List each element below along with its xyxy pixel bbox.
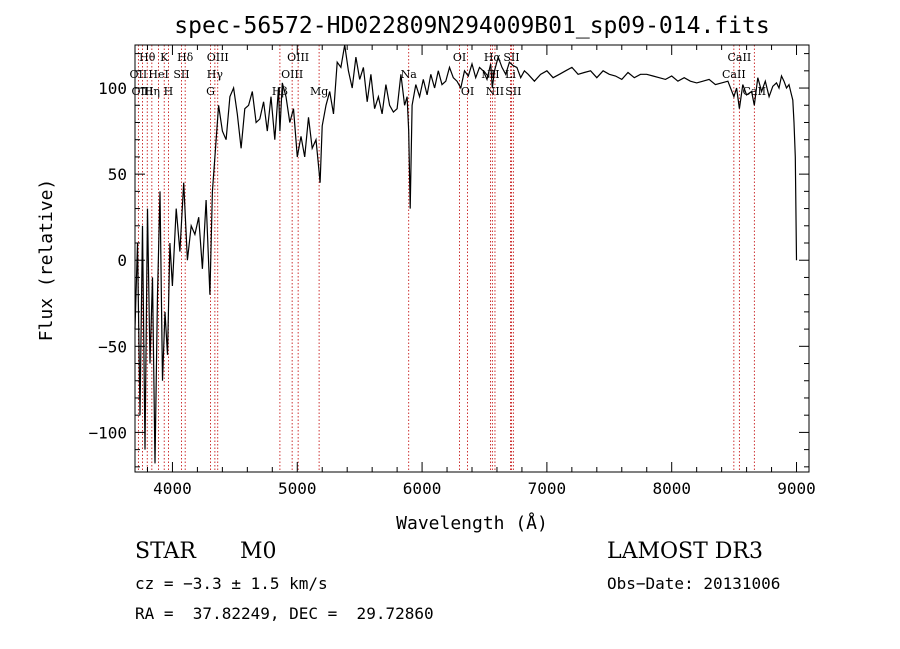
x-tick-label: 4000	[153, 479, 192, 498]
marker-label-20: SII	[503, 51, 519, 64]
marker-label-26: CaII	[722, 68, 746, 81]
marker-label-15: Mg	[310, 85, 328, 98]
marker-label-3: K	[160, 51, 169, 64]
survey-name: LAMOST DR3	[607, 539, 763, 564]
object-class: STAR	[135, 539, 196, 564]
marker-label-18: OI	[461, 85, 474, 98]
marker-label-10: Hγ	[207, 68, 224, 81]
axis-tick-labels: 4000 5000 6000 7000 8000 9000 −100 −50 0 50 100	[88, 79, 815, 498]
y-tick-label: 0	[117, 251, 127, 270]
marker-label-22: Li	[505, 68, 516, 81]
marker-label-23: NII	[486, 85, 504, 98]
marker-label-16: Na	[401, 68, 418, 81]
marker-label-17: OI	[453, 51, 466, 64]
marker-label-1: OII	[130, 68, 148, 81]
redshift-velocity: cz = −3.3 ± 1.5 km/s	[135, 574, 328, 593]
x-tick-label: 5000	[278, 479, 317, 498]
x-tick-label: 9000	[777, 479, 816, 498]
sky-coordinates: RA = 37.82249, DEC = 29.72860	[135, 604, 434, 623]
spectral-line-markers	[137, 45, 755, 472]
marker-label-9: OIII	[207, 51, 229, 64]
y-tick-label: 50	[108, 165, 127, 184]
marker-label-5: Hη	[144, 85, 160, 98]
x-tick-label: 7000	[528, 479, 567, 498]
marker-label-11: G	[206, 85, 215, 98]
marker-label-6: Hδ	[177, 51, 194, 64]
y-tick-label: 100	[98, 79, 127, 98]
marker-label-25: CaII	[728, 51, 752, 64]
x-tick-label: 8000	[652, 479, 691, 498]
observation-date: Obs−Date: 20131006	[607, 574, 781, 593]
chart-title: spec-56572-HD022809N294009B01_sp09-014.f…	[174, 13, 769, 39]
y-axis-label: Flux (relative)	[36, 179, 57, 342]
y-tick-label: −100	[88, 423, 127, 442]
axis-ticks	[135, 45, 809, 472]
marker-label-8: H	[164, 85, 174, 98]
x-axis-label: Wavelength (Å)	[396, 512, 548, 534]
x-tick-label: 6000	[403, 479, 442, 498]
marker-label-24: SII	[505, 85, 521, 98]
y-tick-label: −50	[98, 337, 127, 356]
marker-label-13: OIII	[281, 68, 303, 81]
flux-series-line	[134, 44, 798, 464]
marker-label-4: HeI	[148, 68, 168, 81]
marker-label-21: NII	[481, 68, 499, 81]
object-subclass: M0	[240, 539, 277, 564]
marker-label-12: OIII	[287, 51, 309, 64]
marker-label-0: Hθ	[139, 51, 156, 64]
marker-label-7: SII	[173, 68, 189, 81]
